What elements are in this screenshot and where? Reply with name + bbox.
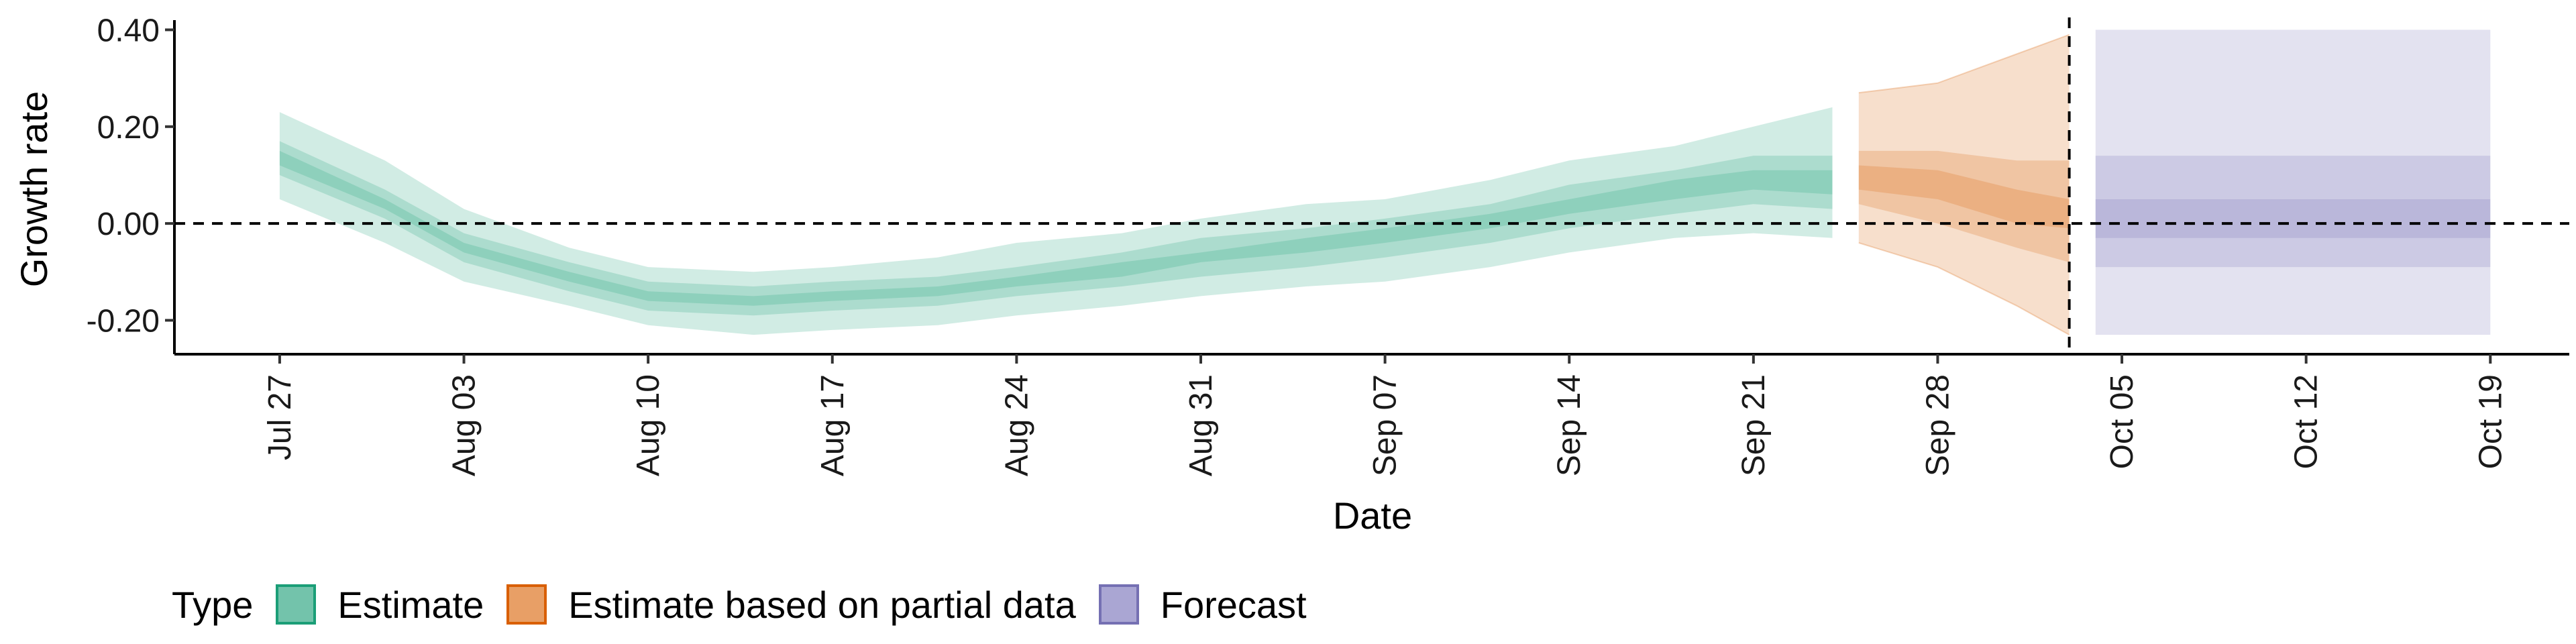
estimate-band-mid: [279, 141, 1833, 316]
x-tick-label: Sep 21: [1736, 374, 1772, 476]
x-tick-label: Sep 28: [1920, 374, 1955, 476]
estimate-based-on-partial-data-upper-edge: [1858, 34, 2070, 94]
forecast-band-inner: [2095, 199, 2491, 238]
forecast-band-mid: [2095, 156, 2491, 268]
x-tick-label: Sep 14: [1552, 374, 1587, 476]
x-tick-label: Aug 31: [1183, 374, 1219, 476]
legend-title: Type: [172, 583, 254, 626]
x-tick-label: Aug 03: [447, 374, 482, 476]
legend-item-estimate: Estimate: [276, 583, 484, 627]
y-tick-label: 0.20: [97, 110, 160, 146]
legend-label-partial-estimate: Estimate based on partial data: [568, 583, 1076, 626]
reference-lines: [174, 17, 2569, 354]
x-tick-label: Sep 07: [1368, 374, 1403, 476]
estimate-based-on-partial-data-band-outer: [1858, 34, 2070, 335]
legend-item-forecast: Forecast: [1098, 583, 1307, 627]
growth-rate-chart: -0.20 0.00 0.20 0.40 Jul 27 Aug 03 Aug 10 Aug 1…: [13, 13, 2569, 537]
x-tick-label: Aug 24: [999, 374, 1034, 476]
x-axis-title: Date: [1333, 494, 1412, 537]
y-tick-label: 0.40: [97, 13, 160, 48]
estimate-based-on-partial-data-band-inner: [1858, 165, 2070, 229]
x-tick-label: Aug 17: [815, 374, 851, 476]
axes: -0.20 0.00 0.20 0.40 Jul 27 Aug 03 Aug 10 Aug 1…: [87, 13, 2569, 476]
x-tick-label: Oct 19: [2473, 374, 2508, 469]
estimate-based-on-partial-data-lower-edge: [1858, 242, 2070, 335]
legend-item-partial-estimate: Estimate based on partial data: [506, 583, 1076, 627]
forecast-band-outer: [2095, 30, 2491, 335]
y-tick-label: -0.20: [87, 303, 160, 339]
x-tick-label: Oct 12: [2289, 374, 2324, 469]
legend-key-forecast: [1098, 584, 1139, 625]
y-axis-title: Growth rate: [13, 91, 55, 288]
estimate-band-outer: [279, 107, 1833, 335]
legend-label-forecast: Forecast: [1160, 583, 1307, 626]
legend-key-partial-estimate: [506, 584, 547, 625]
y-tick-label: 0.00: [97, 207, 160, 242]
x-tick-label: Aug 10: [631, 374, 666, 476]
ribbon-layer: [279, 30, 2491, 335]
x-tick-label: Jul 27: [262, 374, 298, 460]
estimate-based-on-partial-data-band-mid: [1858, 150, 2070, 262]
legend: Type Estimate Estimate based on partial …: [172, 574, 1330, 635]
x-tick-label: Oct 05: [2104, 374, 2140, 469]
legend-key-estimate: [276, 584, 317, 625]
estimate-band-inner: [279, 150, 1833, 306]
legend-label-estimate: Estimate: [337, 583, 484, 626]
